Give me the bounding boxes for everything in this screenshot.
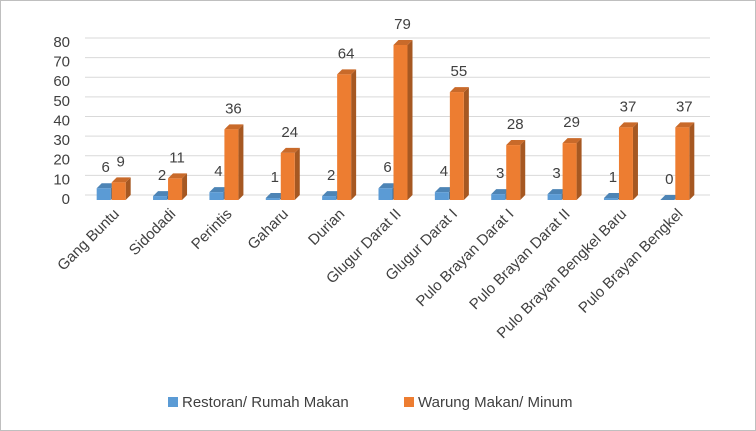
y-tick-label: 0 — [62, 191, 70, 208]
bar — [280, 152, 295, 200]
value-label: 28 — [507, 116, 524, 133]
value-label: 6 — [102, 159, 110, 176]
bar-top — [322, 191, 342, 197]
bar-top — [337, 69, 357, 75]
bar-side — [576, 138, 582, 200]
bar — [675, 127, 690, 200]
bar-side — [294, 147, 300, 200]
bar-top — [660, 195, 680, 200]
bar — [337, 74, 352, 200]
y-tick-label: 10 — [53, 171, 70, 188]
value-label: 11 — [169, 149, 185, 166]
bar-side — [520, 140, 526, 200]
value-label: 37 — [676, 98, 693, 115]
legend-label: Restoran/ Rumah Makan — [182, 394, 349, 411]
bar-top — [111, 177, 131, 183]
bar — [618, 127, 633, 200]
bar — [506, 145, 521, 200]
bar — [111, 182, 126, 200]
bar-side — [463, 87, 469, 200]
value-label: 1 — [609, 169, 617, 186]
bar — [224, 129, 239, 200]
value-label: 4 — [214, 163, 222, 180]
bar — [265, 198, 280, 200]
bar-top — [506, 140, 526, 146]
y-tick-label: 70 — [53, 54, 70, 71]
y-tick-label: 80 — [53, 34, 70, 51]
bar — [449, 92, 464, 200]
y-tick-label: 30 — [53, 132, 70, 149]
bar-top — [96, 183, 116, 189]
value-label: 3 — [552, 165, 560, 182]
value-label: 79 — [394, 16, 411, 33]
bar-top — [209, 187, 229, 193]
bar — [96, 188, 111, 200]
bar-top — [153, 191, 173, 197]
value-label: 1 — [271, 169, 279, 186]
bar — [209, 192, 224, 200]
y-tick-label: 20 — [53, 152, 70, 169]
bar-side — [632, 122, 638, 200]
bar-side — [125, 177, 131, 200]
value-label: 37 — [620, 98, 637, 115]
bar-side — [351, 69, 357, 201]
bar — [547, 194, 562, 200]
value-label: 36 — [225, 100, 242, 117]
bar — [168, 178, 183, 200]
bar-side — [182, 173, 188, 200]
bar — [603, 198, 618, 200]
bar-top — [449, 87, 469, 93]
y-tick-label: 50 — [53, 93, 70, 110]
bar — [434, 192, 449, 200]
bar-top — [378, 183, 398, 189]
bar-top — [491, 189, 511, 195]
bar — [153, 196, 168, 200]
bar-top — [168, 173, 188, 179]
value-label: 4 — [440, 163, 448, 180]
bar — [322, 196, 337, 200]
bar-side — [689, 122, 695, 200]
bar-top — [265, 193, 285, 199]
value-label: 24 — [281, 124, 298, 141]
bar-top — [280, 147, 300, 153]
value-label: 2 — [158, 167, 166, 184]
value-label: 64 — [338, 45, 355, 62]
y-tick-label: 40 — [53, 112, 70, 129]
value-label: 2 — [327, 167, 335, 184]
bar-top — [224, 124, 244, 130]
value-label: 3 — [496, 165, 504, 182]
value-label: 29 — [563, 114, 580, 131]
bar — [393, 44, 408, 201]
bar-top — [393, 39, 413, 45]
bar — [491, 194, 506, 200]
value-label: 9 — [117, 153, 125, 170]
legend-swatch — [404, 397, 414, 407]
bar — [378, 188, 393, 200]
legend-swatch — [168, 397, 178, 407]
bar — [562, 143, 577, 200]
bar-top — [675, 122, 695, 128]
bar-top — [562, 138, 582, 144]
value-label: 55 — [451, 63, 468, 80]
bar-top — [618, 122, 638, 128]
bar-top — [547, 189, 567, 195]
value-label: 6 — [383, 159, 391, 176]
bar-top — [603, 193, 623, 199]
y-tick-label: 60 — [53, 73, 70, 90]
value-label: 0 — [665, 171, 673, 188]
bar-side — [407, 39, 413, 201]
bar-top — [434, 187, 454, 193]
legend-label: Warung Makan/ Minum — [418, 394, 573, 411]
bar-side — [238, 124, 244, 200]
